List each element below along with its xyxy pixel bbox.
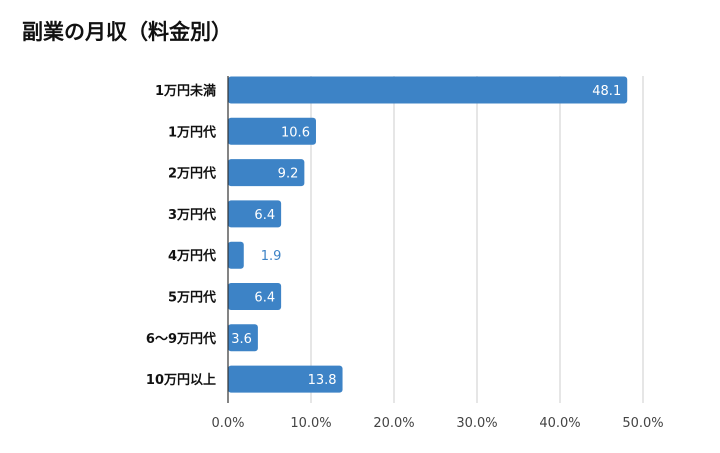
x-tick-label: 30.0% [456,416,497,431]
x-tick-label: 20.0% [373,416,414,431]
grid-lines [310,76,644,403]
data-label: 6.4 [254,208,275,223]
bar [228,117,316,145]
category-label: 10万円以上 [146,373,216,388]
category-label: 6〜9万円代 [146,331,216,347]
data-label: 13.8 [308,373,337,388]
bar [228,283,282,310]
bars: 48.1 10.6 9.2 6.4 1.9 6.4 3.6 13.8 [228,76,628,393]
x-tick-label: 50.0% [622,416,663,431]
data-label: 9.2 [278,167,299,182]
data-label: 10.6 [281,125,310,140]
chart-title: 副業の月収（料金別） [22,20,232,44]
category-label: 1万円代 [168,124,216,140]
bar [228,159,305,187]
data-label: 48.1 [592,84,621,99]
data-label: 6.4 [254,291,275,306]
x-tick-label: 40.0% [539,416,580,431]
category-label: 4万円代 [168,248,216,264]
bar [228,200,282,228]
bar [228,76,628,104]
x-tick-label: 0.0% [211,416,244,431]
x-tick-label: 10.0% [290,416,331,431]
category-label: 3万円代 [168,207,216,223]
data-label: 1.9 [261,249,282,264]
category-label: 2万円代 [168,166,216,182]
category-label: 1万円未満 [155,83,216,99]
bar [228,365,343,393]
bar [228,324,258,352]
category-label: 5万円代 [168,290,216,306]
bar [228,241,244,269]
axes: 0.0% 10.0% 20.0% 30.0% 40.0% 50.0% 1万円未満 1万円代 2万… [146,76,664,431]
data-label: 3.6 [231,332,252,347]
